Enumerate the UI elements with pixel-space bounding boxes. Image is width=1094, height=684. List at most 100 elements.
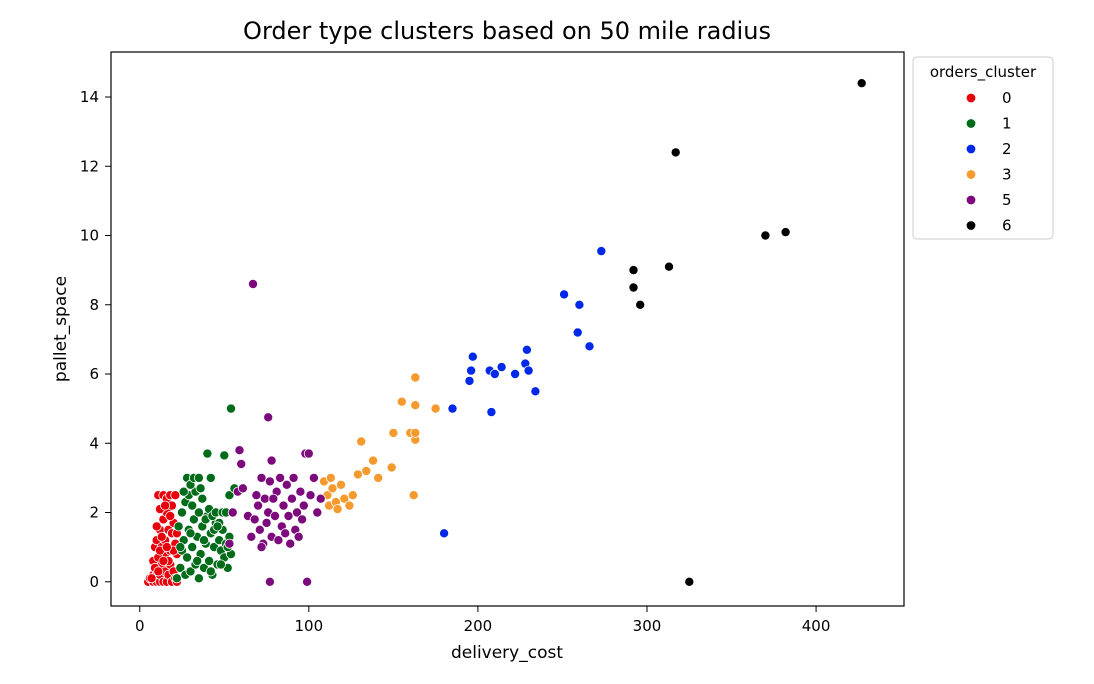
data-point-cluster-6 (670, 147, 681, 158)
data-point-cluster-1 (187, 542, 198, 553)
data-point-cluster-5 (264, 576, 275, 587)
data-point-cluster-5 (302, 576, 313, 587)
legend-title: orders_cluster (930, 63, 1037, 82)
data-point-cluster-5 (269, 510, 280, 521)
data-point-cluster-5 (303, 448, 314, 459)
data-point-cluster-5 (297, 514, 308, 525)
data-point-cluster-5 (261, 517, 272, 528)
legend-marker-5 (965, 194, 977, 206)
data-point-cluster-1 (212, 521, 223, 532)
data-point-cluster-5 (236, 458, 247, 469)
data-point-cluster-2 (447, 403, 458, 414)
data-point-cluster-1 (182, 552, 193, 563)
data-point-cluster-3 (386, 462, 397, 473)
legend-marker-3 (965, 169, 977, 180)
data-point-cluster-6 (664, 261, 675, 272)
data-point-cluster-1 (192, 556, 203, 567)
data-point-cluster-6 (635, 299, 646, 310)
data-point-cluster-2 (496, 362, 507, 373)
data-point-cluster-5 (249, 514, 260, 525)
data-point-cluster-5 (254, 524, 265, 535)
data-point-cluster-1 (173, 521, 184, 532)
data-point-cluster-3 (339, 493, 350, 504)
data-point-cluster-5 (286, 493, 297, 504)
data-point-cluster-0 (156, 531, 167, 542)
data-point-cluster-3 (368, 455, 379, 466)
data-point-cluster-5 (273, 535, 284, 546)
data-point-cluster-2 (523, 365, 534, 376)
data-point-cluster-5 (298, 500, 309, 511)
y-tick-label: 4 (89, 434, 99, 452)
data-point-cluster-2 (464, 375, 475, 386)
data-point-cluster-0 (153, 566, 164, 577)
data-point-cluster-5 (253, 500, 264, 511)
data-point-cluster-5 (256, 472, 267, 483)
data-point-cluster-2 (596, 246, 607, 257)
x-axis: 0 100 200 300 400 (135, 606, 830, 635)
data-point-cluster-5 (278, 500, 289, 511)
data-point-cluster-3 (408, 490, 419, 501)
data-point-cluster-6 (628, 265, 639, 276)
legend-label-1: 1 (1002, 115, 1012, 133)
data-point-cluster-1 (198, 535, 209, 546)
legend-label-0: 0 (1002, 89, 1012, 107)
data-point-cluster-6 (628, 282, 639, 293)
data-point-cluster-1 (202, 448, 213, 459)
data-point-cluster-5 (247, 278, 258, 289)
data-point-cluster-2 (584, 341, 595, 352)
data-point-cluster-3 (410, 400, 421, 411)
data-point-cluster-1 (197, 493, 208, 504)
data-point-cluster-3 (325, 472, 336, 483)
data-point-cluster-5 (285, 538, 296, 549)
data-point-cluster-5 (227, 507, 238, 518)
data-point-cluster-5 (259, 493, 270, 504)
data-point-cluster-5 (263, 412, 274, 423)
data-point-cluster-3 (347, 490, 358, 501)
data-point-cluster-1 (188, 514, 199, 525)
data-point-cluster-5 (224, 538, 235, 549)
data-point-cluster-1 (205, 566, 216, 577)
y-tick-label: 6 (89, 365, 99, 383)
data-point-cluster-1 (185, 528, 196, 539)
chart-title: Order type clusters based on 50 mile rad… (243, 17, 771, 45)
data-point-cluster-2 (572, 327, 583, 338)
data-point-cluster-3 (356, 436, 367, 447)
y-tick-label: 10 (80, 227, 99, 245)
data-point-cluster-3 (332, 504, 343, 515)
data-point-cluster-2 (574, 299, 585, 310)
x-tick-label: 100 (295, 617, 324, 635)
data-point-cluster-5 (256, 542, 267, 553)
data-point-cluster-6 (780, 227, 791, 238)
legend-entries: 0 1 2 3 5 6 (965, 89, 1012, 235)
legend: orders_cluster 0 1 2 3 5 6 (912, 56, 1054, 240)
data-point-cluster-5 (281, 479, 292, 490)
legend-label-5: 5 (1002, 191, 1012, 209)
data-point-cluster-0 (170, 490, 181, 501)
data-point-cluster-2 (489, 368, 500, 379)
data-point-cluster-1 (225, 403, 236, 414)
data-point-cluster-5 (315, 493, 326, 504)
legend-marker-6 (965, 220, 977, 231)
legend-marker-2 (965, 143, 977, 155)
data-point-cluster-3 (388, 427, 399, 438)
x-tick-label: 200 (464, 617, 493, 635)
data-point-cluster-3 (410, 372, 421, 383)
y-axis-label: pallet_space (51, 276, 71, 382)
data-point-cluster-2 (466, 365, 477, 376)
data-point-cluster-1 (204, 556, 215, 567)
legend-label-3: 3 (1002, 166, 1012, 184)
data-point-cluster-3 (327, 483, 338, 494)
data-point-cluster-1 (193, 507, 204, 518)
data-point-cluster-0 (165, 510, 176, 521)
data-point-cluster-1 (193, 573, 204, 584)
data-point-cluster-0 (160, 500, 171, 511)
y-tick-label: 2 (89, 504, 99, 522)
y-tick-label: 0 (89, 573, 99, 591)
data-point-cluster-6 (684, 576, 695, 587)
data-point-cluster-5 (312, 507, 323, 518)
data-point-cluster-2 (467, 351, 478, 362)
data-point-cluster-2 (530, 386, 541, 397)
data-point-cluster-5 (283, 510, 294, 521)
data-point-cluster-2 (486, 407, 497, 418)
